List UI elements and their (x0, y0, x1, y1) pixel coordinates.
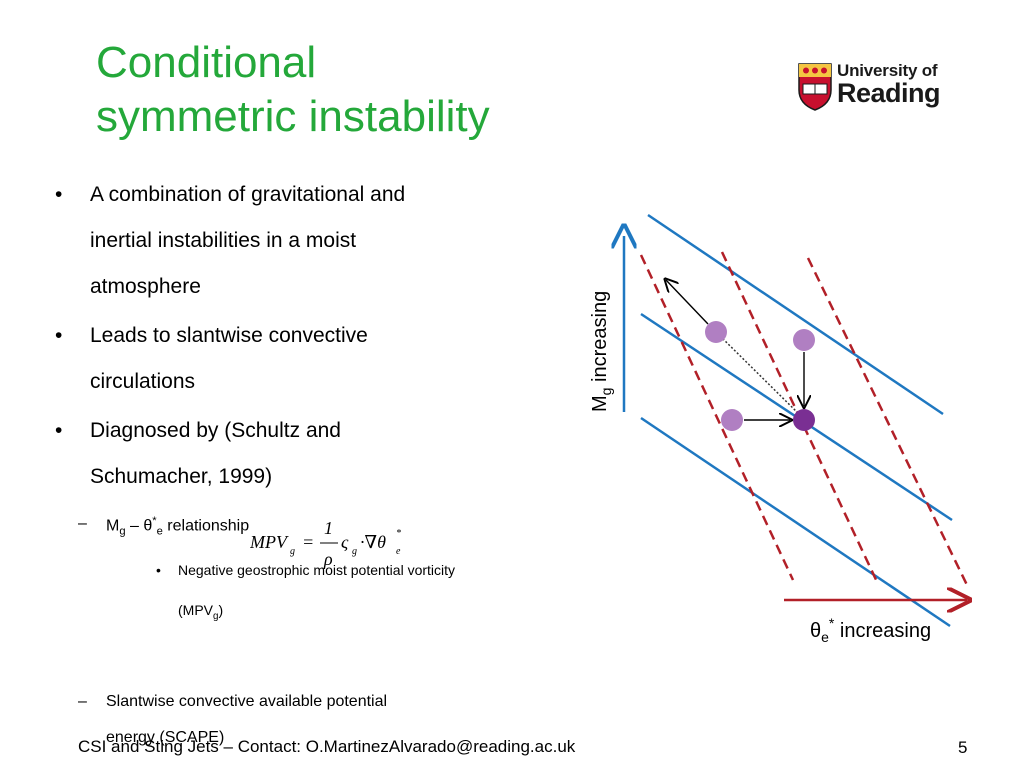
blue-line-3 (640, 416, 951, 628)
sub-bullet-star: * (152, 515, 157, 527)
footer-contact: CSI and Sting Jets – Contact: O.Martinez… (78, 737, 576, 756)
parcel-dot-upper-right (793, 329, 815, 351)
logo-line-2: Reading (837, 78, 941, 108)
sub-bullet-m: M (106, 517, 120, 535)
bullet-item-2: • Leads to slantwise convective circulat… (55, 313, 555, 405)
x-axis-label: θe* increasing (810, 615, 931, 645)
bullet-1-line-2: inertial instabilities in a moist (90, 229, 357, 252)
bullet-3-line-2: Schumacher, 1999) (90, 465, 273, 488)
bullet-dot-icon: • (55, 324, 63, 347)
bullet-dot-icon: • (55, 419, 63, 442)
dash-marker-icon: – (78, 693, 87, 710)
parcel-dot-lower-left (721, 409, 743, 431)
formula-zeta: ς (341, 532, 349, 552)
y-axis-label: Mg increasing (589, 291, 614, 412)
formula-den: ρ (323, 549, 333, 569)
formula-num: 1 (324, 518, 333, 538)
sub-sub-bullet-line-2: (MPV (178, 602, 213, 618)
y-axis-m: M (589, 395, 611, 412)
sub-bullet-relationship: – Mg – θ*e relationship (78, 515, 250, 538)
sub-bullet-scape-line-1: Slantwise convective available potential (106, 693, 388, 710)
upleft-arrow (666, 280, 709, 325)
parcel-dot-center (793, 409, 815, 431)
bullet-item-3: • Diagnosed by (Schultz and Schumacher, … (55, 408, 555, 500)
formula-zeta-sub: g (352, 546, 357, 557)
bullet-dot-icon: • (55, 183, 63, 206)
formula-lhs: MPV (250, 532, 289, 552)
y-axis-g: g (598, 388, 614, 396)
sub-bullet-e: e (156, 525, 163, 538)
sub-bullet-dash-text: – (125, 517, 144, 535)
x-axis-star: * (829, 615, 835, 631)
dotted-path (716, 332, 805, 420)
bullet-1-line-1: A combination of gravitational and (90, 183, 406, 206)
bullet-dot-icon: • (156, 562, 161, 578)
bullet-1-line-3: atmosphere (90, 275, 201, 298)
formula-theta-sub: e (396, 546, 401, 557)
red-dashed-line-1 (639, 254, 795, 581)
x-axis-e: e (821, 629, 829, 645)
bullet-3-line-1: Diagnosed by (Schultz and (90, 419, 341, 442)
bullet-2-line-2: circulations (90, 370, 196, 393)
slide-title: Conditional symmetric instability (96, 36, 616, 144)
sub-sub-bullet-line-1: Negative geostrophic moist potential vor… (178, 562, 456, 578)
logo-wordmark: University of Reading (837, 61, 941, 108)
sub-sub-bullet-sub: g (213, 610, 219, 622)
title-line-1: Conditional (96, 38, 317, 87)
sub-sub-bullet-close: ) (218, 602, 224, 618)
x-axis-rest: increasing (834, 620, 931, 642)
bullet-item-1: • A combination of gravitational and ine… (55, 172, 555, 310)
formula-op: ·∇θ (360, 532, 386, 552)
page-number: 5 (958, 738, 968, 757)
blue-line-1 (647, 213, 944, 416)
sub-bullet-rest: relationship (162, 517, 250, 535)
dash-marker-icon: – (78, 515, 87, 532)
parcel-dot-upper-left (705, 321, 727, 343)
formula-lhs-sub: g (290, 546, 295, 557)
sub-bullet-scape-line-2: energy (SCAPE) (106, 729, 225, 746)
svg-text:Mg increasing: Mg increasing (589, 291, 614, 412)
formula-theta-sup: * (396, 528, 401, 539)
mpv-formula: MPV g = 1 ρ ς g ·∇θ e * (250, 518, 401, 569)
red-dashed-line-3 (806, 257, 969, 586)
formula-eq: = (302, 532, 314, 552)
x-axis-theta: θ (810, 620, 821, 642)
logo-line-1: University of (837, 61, 938, 80)
sub-bullet-theta: θ (143, 517, 153, 535)
sub-sub-bullet-mpv: • Negative geostrophic moist potential v… (156, 550, 558, 637)
y-axis-rest: increasing (589, 291, 611, 388)
sub-bullet-g: g (119, 525, 126, 538)
sub-bullet-scape: – Slantwise convective available potenti… (78, 684, 388, 756)
bullet-2-line-1: Leads to slantwise convective (90, 324, 368, 347)
university-logo: University of Reading (797, 60, 947, 114)
title-line-2: symmetric instability (96, 92, 490, 141)
crest-icon (798, 63, 832, 111)
bullet-list: • A combination of gravitational and ine… (55, 172, 555, 503)
